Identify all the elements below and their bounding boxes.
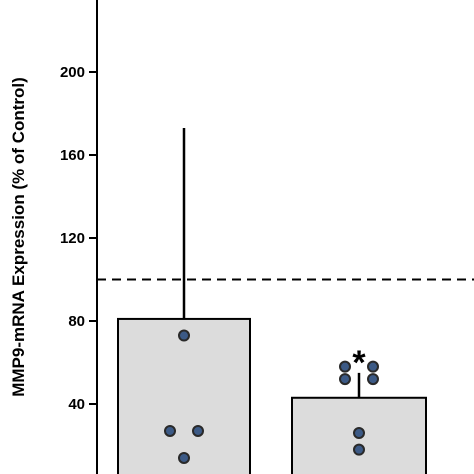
y-tick-label-200: 200 — [60, 64, 85, 81]
data-point-2-1 — [339, 360, 351, 373]
plot-area: 4080120160200240* — [60, 0, 474, 474]
data-point-1-2 — [178, 329, 190, 342]
data-point-1-5 — [178, 451, 190, 464]
significance-marker-2: * — [352, 344, 366, 382]
data-point-1-4 — [192, 424, 204, 437]
y-tick-label-80: 80 — [68, 313, 85, 330]
y-tick-label-40: 40 — [68, 396, 85, 413]
data-point-2-6 — [353, 443, 365, 456]
data-point-1-3 — [164, 424, 176, 437]
data-point-2-3 — [339, 373, 351, 386]
y-axis-title: MMP9-mRNA Expression (% of Control) — [9, 77, 28, 397]
data-point-2-2 — [367, 360, 379, 373]
data-point-2-5 — [353, 427, 365, 440]
y-axis-title-group: MMP9-mRNA Expression (% of Control) — [9, 77, 28, 397]
y-tick-label-160: 160 — [60, 147, 85, 164]
data-point-2-4 — [367, 373, 379, 386]
bar-1 — [117, 317, 251, 474]
y-tick-label-120: 120 — [60, 230, 85, 247]
